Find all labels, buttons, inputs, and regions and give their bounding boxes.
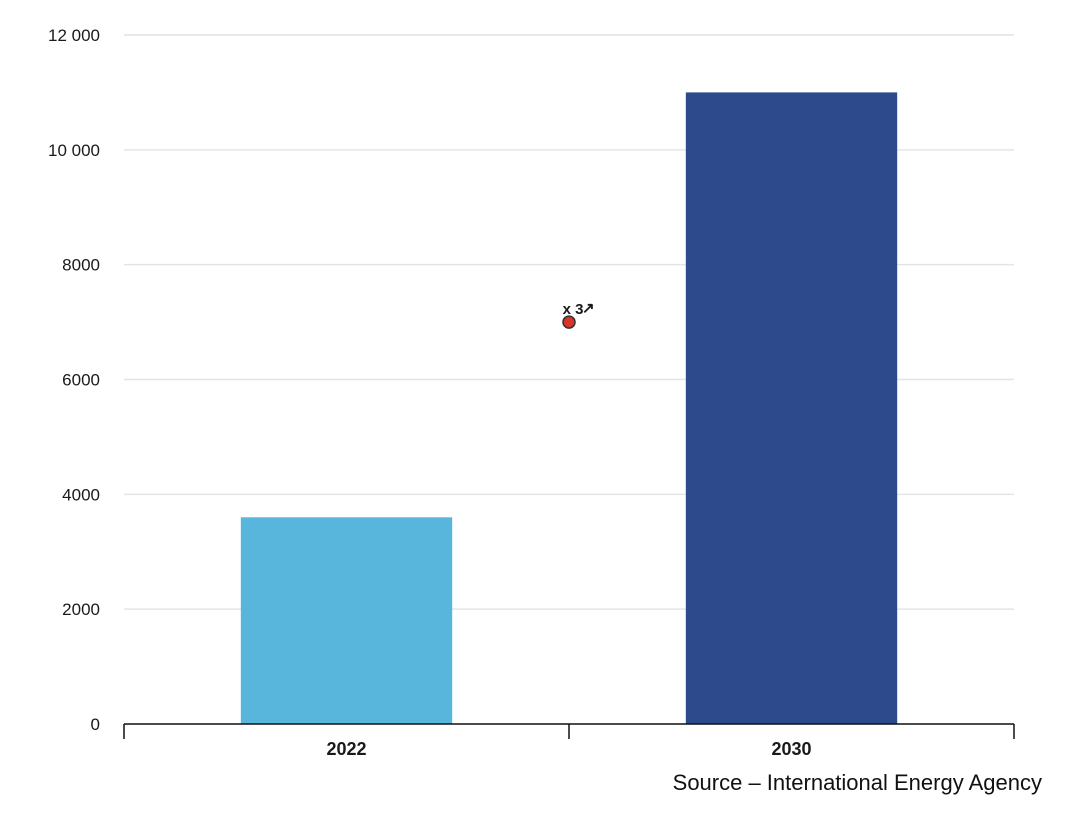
arrow-up-right-icon: ↗: [582, 300, 595, 317]
y-axis-ticks: 0 2000 4000 6000 8000 10 000 12 000: [48, 26, 100, 734]
bar-2030: [685, 92, 898, 724]
bars: [240, 92, 898, 724]
annotation-label: x 3: [563, 301, 584, 318]
x-tick-label: 2022: [326, 739, 366, 759]
y-tick-label: 0: [91, 715, 100, 734]
annotation-marker: [562, 315, 576, 329]
annotation: x 3 ↗: [562, 300, 595, 329]
y-tick-label: 4000: [62, 485, 100, 504]
source-note: Source – International Energy Agency: [672, 770, 1042, 795]
y-tick-label: 6000: [62, 371, 100, 390]
y-tick-label: 2000: [62, 600, 100, 619]
y-tick-label: 12 000: [48, 26, 100, 45]
bar-2022: [240, 517, 453, 724]
y-tick-label: 10 000: [48, 141, 100, 160]
x-tick-label: 2030: [771, 739, 811, 759]
x-axis-ticks: 2022 2030: [123, 724, 1015, 759]
y-tick-label: 8000: [62, 256, 100, 275]
